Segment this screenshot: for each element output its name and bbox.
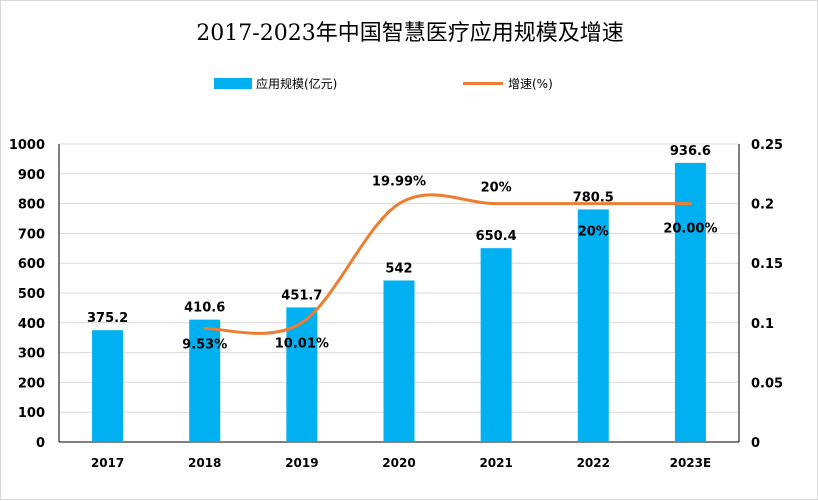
legend-swatch-bar [214, 77, 252, 89]
growth-line [203, 193, 692, 335]
x-tick-label: 2023E [670, 456, 712, 470]
bar [383, 280, 415, 442]
bar [189, 319, 221, 442]
legend-swatch-line [463, 81, 503, 85]
legend: 应用规模(亿元) 增速(%) [1, 73, 818, 93]
line-value-label: 10.01% [275, 337, 329, 352]
y-left-tick-label: 700 [18, 227, 45, 242]
y-left-tick-label: 600 [18, 257, 45, 272]
bar [286, 307, 318, 442]
bar-value-label: 375.2 [87, 311, 128, 326]
x-tick-label: 2020 [382, 456, 415, 470]
legend-item-bar: 应用规模(亿元) [214, 73, 337, 93]
bar [674, 162, 706, 443]
y-left-tick-label: 100 [18, 406, 45, 421]
line-value-label: 9.53% [182, 337, 227, 352]
y-right-tick-label: 0.1 [751, 317, 774, 332]
x-tick-label: 2017 [91, 456, 124, 470]
y-right-tick-label: 0 [751, 436, 760, 451]
line-value-label: 20.00% [663, 222, 717, 237]
y-right-tick-label: 0.2 [751, 198, 774, 213]
line-value-label: 20% [481, 181, 512, 196]
legend-label-bar: 应用规模(亿元) [256, 76, 338, 91]
bar-value-label: 780.5 [573, 190, 614, 205]
y-left-tick-label: 500 [18, 287, 45, 302]
y-right-tick-label: 0.05 [751, 376, 783, 391]
y-right-tick-label: 0.25 [751, 138, 783, 153]
bar-value-label: 650.4 [476, 229, 517, 244]
bar-value-label: 542 [385, 261, 412, 276]
y-right-tick-label: 0.15 [751, 257, 783, 272]
y-left-tick-label: 1000 [9, 138, 45, 153]
y-left-tick-label: 0 [36, 436, 45, 451]
bar-value-label: 451.7 [281, 288, 322, 303]
y-left-tick-label: 300 [18, 347, 45, 362]
y-left-tick-label: 200 [18, 376, 45, 391]
y-left-tick-label: 900 [18, 168, 45, 183]
line-value-label: 20% [578, 225, 609, 240]
x-tick-label: 2019 [285, 456, 318, 470]
line-value-label: 19.99% [372, 175, 426, 190]
legend-label-line: 增速(%) [508, 76, 553, 91]
x-tick-label: 2021 [479, 456, 512, 470]
chart-title: 2017-2023年中国智慧医疗应用规模及增速 [196, 21, 624, 46]
bar-value-label: 410.6 [184, 301, 225, 316]
legend-item-line: 增速(%) [463, 73, 553, 93]
y-left-tick-label: 400 [18, 317, 45, 332]
bar [480, 248, 512, 442]
bar [577, 209, 609, 442]
bar [92, 330, 124, 442]
y-left-tick-label: 800 [18, 198, 45, 213]
x-tick-label: 2018 [188, 456, 221, 470]
bar-value-label: 936.6 [670, 144, 711, 159]
x-tick-label: 2022 [577, 456, 610, 470]
